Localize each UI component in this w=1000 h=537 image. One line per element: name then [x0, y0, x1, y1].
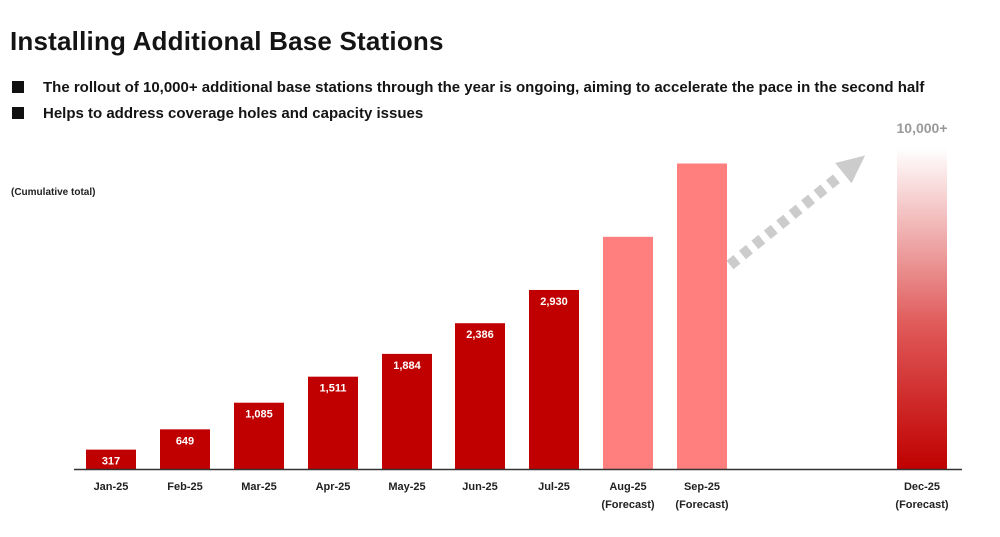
data-label-feb-25: 649 [176, 435, 194, 447]
arrow-dash [751, 234, 766, 250]
target-label: 10,000+ [897, 120, 948, 136]
arrow-dash [801, 194, 816, 209]
bullet-item: Helps to address coverage holes and capa… [12, 100, 924, 126]
data-label-may-25: 1,884 [393, 360, 421, 372]
x-tick-label: Jul-25 [538, 481, 570, 493]
growth-arrow-icon [726, 155, 866, 270]
data-label-jun-25: 2,386 [466, 329, 494, 341]
x-tick-label: Mar-25 [241, 481, 276, 493]
bar-sep-25 [677, 163, 727, 469]
x-tick-label: Dec-25 [904, 481, 940, 493]
x-tick-label: Jan-25 [94, 481, 129, 493]
arrow-dash [776, 214, 791, 229]
x-tick-label: Feb-25 [167, 481, 202, 493]
bullet-list: The rollout of 10,000+ additional base s… [12, 74, 924, 126]
bar-apr-25 [308, 376, 358, 469]
bar-jan-25 [86, 449, 136, 469]
bar-mar-25 [234, 402, 284, 469]
bullet-square-icon [12, 107, 24, 119]
data-label-jul-25: 2,930 [540, 296, 568, 308]
arrow-dash [813, 184, 828, 199]
data-label-mar-25: 1,085 [245, 409, 273, 421]
data-label-apr-25: 1,511 [320, 383, 347, 395]
x-tick-label: Sep-25 [684, 481, 720, 493]
arrow-dash [726, 255, 741, 270]
page-title: Installing Additional Base Stations [10, 26, 444, 56]
bar-feb-25 [160, 429, 210, 469]
x-tick-label: Aug-25 [609, 481, 646, 493]
bar-aug-25 [603, 236, 653, 469]
bullet-text: Helps to address coverage holes and capa… [43, 104, 424, 122]
x-tick-sublabel: (Forecast) [601, 499, 655, 511]
bar-dec-25 [897, 148, 947, 469]
x-tick-label: Jun-25 [462, 481, 497, 493]
bar-jul-25 [529, 289, 579, 469]
x-tick-sublabel: (Forecast) [895, 499, 949, 511]
arrow-dash [738, 244, 753, 260]
cumulative-note: (Cumulative total) [11, 187, 96, 198]
bar-may-25 [382, 353, 432, 469]
x-tick-label: Apr-25 [316, 481, 351, 493]
bullet-square-icon [12, 81, 24, 93]
bullet-item: The rollout of 10,000+ additional base s… [12, 74, 924, 100]
bullet-text: The rollout of 10,000+ additional base s… [43, 78, 925, 96]
data-label-jan-25: 317 [102, 456, 120, 468]
arrow-dash [825, 174, 840, 189]
x-tick-label: May-25 [388, 481, 425, 493]
bar-jun-25 [455, 323, 505, 469]
arrow-dash [788, 204, 803, 219]
x-tick-sublabel: (Forecast) [675, 499, 729, 511]
arrow-head [835, 155, 866, 184]
arrow-dash [763, 224, 778, 240]
